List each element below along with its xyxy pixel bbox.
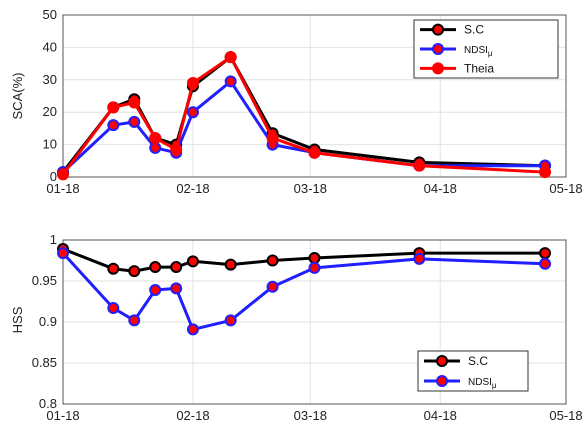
hss-data-point <box>149 284 162 297</box>
sca-data-point <box>170 143 183 156</box>
hss-data-point <box>266 254 279 267</box>
sca-data-point <box>224 51 237 64</box>
hss-x-tick-label: 01-18 <box>46 408 79 423</box>
sca-data-point <box>539 166 552 179</box>
hss-legend-label-text: NDSI <box>468 377 492 388</box>
hss-y-tick-label: 0.9 <box>39 314 57 329</box>
sca-data-point <box>107 101 120 114</box>
hss-plot-frame <box>62 239 567 405</box>
sca-legend-label-text: S.C <box>464 23 484 37</box>
hss-y-tick-label: 1 <box>50 232 57 247</box>
hss-legend-swatch-marker <box>436 375 448 387</box>
hss-data-point <box>308 261 321 274</box>
hss-data-point <box>186 323 199 336</box>
sca-data-point <box>149 141 162 154</box>
hss-data-point <box>266 280 279 293</box>
hss-y-tick-label: 0.85 <box>32 355 57 370</box>
hss-legend-swatch-marker <box>436 355 448 367</box>
sca-legend-swatch-marker <box>432 62 444 75</box>
sca-legend: S.C NDSIμ Theia <box>413 19 559 79</box>
sca-chart-panel: SCA(%) 0 10 20 30 40 50 01-18 02-18 03-18 04-18 05… <box>10 7 582 196</box>
hss-data-point <box>224 258 237 271</box>
sca-legend-label-text: NDSI <box>464 45 488 56</box>
hss-data-point <box>170 282 183 295</box>
sca-x-tick-label: 03-18 <box>294 181 327 196</box>
hss-x-tick-label: 04-18 <box>424 408 457 423</box>
hss-chart-panel: HSS 0.8 0.85 0.9 0.95 1 01-18 02-18 03-18 04-18 0… <box>10 232 582 423</box>
sca-y-tick-label: 50 <box>43 7 57 22</box>
sca-y-tick-label: 10 <box>43 137 57 152</box>
sca-data-point <box>186 77 199 90</box>
hss-data-point <box>308 252 321 265</box>
hss-data-point <box>57 247 69 260</box>
sca-legend-swatch-marker <box>432 23 444 36</box>
hss-legend-label: S.C <box>468 354 488 368</box>
hss-legend-box <box>417 350 529 392</box>
hss-data-point <box>539 257 552 270</box>
sca-legend-label: Theia <box>464 61 494 75</box>
sca-data-point <box>57 168 69 181</box>
hss-x-tick-label: 05-18 <box>549 408 582 423</box>
sca-data-point <box>186 106 199 119</box>
sca-y-tick-label: 20 <box>43 104 57 119</box>
sca-data-point <box>107 119 120 132</box>
hss-y-tick-label: 0.95 <box>32 273 57 288</box>
hss-data-point <box>149 261 162 274</box>
hss-data-point <box>128 265 141 278</box>
sca-y-axis-label: SCA(%) <box>10 73 25 120</box>
sca-y-tick-label: 0 <box>50 169 57 184</box>
hss-data-point <box>186 255 199 268</box>
hss-data-point <box>539 247 552 260</box>
hss-x-tick-label: 03-18 <box>294 408 327 423</box>
hss-y-axis-label: HSS <box>10 306 25 333</box>
hss-legend-label: NDSIμ <box>468 377 497 390</box>
sca-plot-frame <box>62 14 567 178</box>
sca-y-tick-label: 40 <box>43 39 57 54</box>
hss-data-point <box>170 261 183 274</box>
hss-legend-label-text: S.C <box>468 354 488 368</box>
sca-legend-label: NDSIμ <box>464 45 493 58</box>
sca-data-point <box>128 96 141 109</box>
sca-data-point <box>413 159 426 172</box>
hss-data-point <box>413 252 426 265</box>
sca-data-point <box>128 115 141 128</box>
sca-data-point <box>266 132 279 145</box>
sca-legend-swatch-marker <box>432 43 444 55</box>
hss-legend: S.C NDSIμ <box>417 350 529 392</box>
sca-x-tick-label: 02-18 <box>176 181 209 196</box>
sca-x-tick-label: 04-18 <box>424 181 457 196</box>
hss-data-point <box>128 314 141 327</box>
sca-legend-label-subscript: μ <box>488 49 493 58</box>
hss-data-point <box>107 262 120 275</box>
hss-data-point <box>224 314 237 327</box>
sca-y-tick-label: 30 <box>43 72 57 87</box>
sca-x-tick-label: 01-18 <box>46 181 79 196</box>
sca-data-point <box>308 146 321 159</box>
hss-y-tick-label: 0.8 <box>39 396 57 411</box>
hss-legend-label-subscript: μ <box>492 381 497 390</box>
sca-data-point <box>224 75 237 88</box>
sca-legend-label: S.C <box>464 23 484 37</box>
hss-x-tick-label: 02-18 <box>176 408 209 423</box>
sca-x-tick-label: 05-18 <box>549 181 582 196</box>
sca-data-point <box>149 132 162 145</box>
hss-data-point <box>107 302 120 315</box>
sca-legend-label-text: Theia <box>464 61 494 75</box>
